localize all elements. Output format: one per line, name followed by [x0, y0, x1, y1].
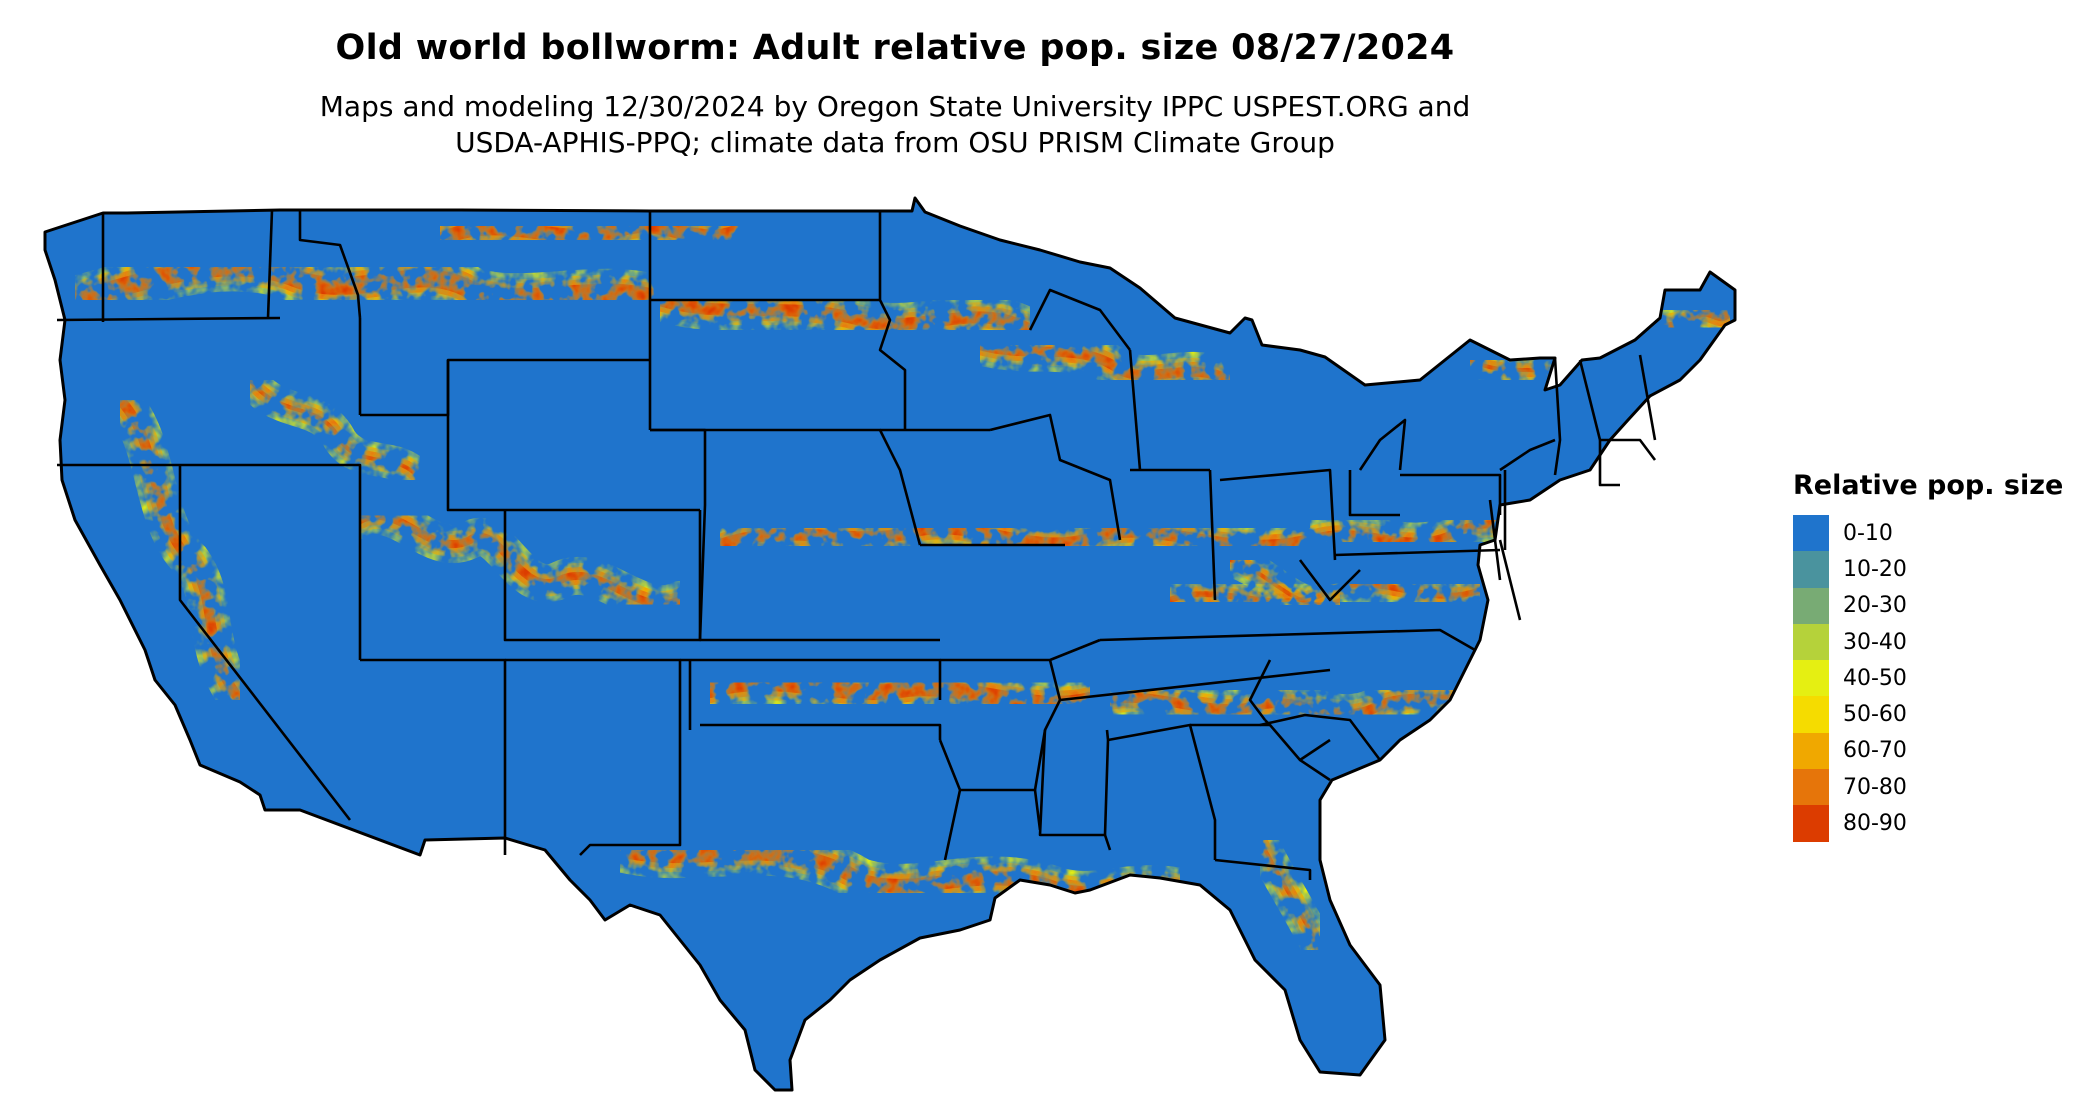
state-border	[56, 316, 281, 322]
legend-item: 40-50	[1793, 660, 2063, 697]
state-border	[1498, 539, 1522, 621]
legend-swatch	[1793, 769, 1829, 806]
state-border	[1099, 628, 1476, 652]
legend-item: 20-30	[1793, 587, 2063, 624]
us-land	[45, 198, 1735, 1090]
state-border	[1248, 659, 1272, 721]
state-border	[1600, 438, 1657, 461]
population-band	[1167, 581, 1483, 605]
state-border	[505, 658, 682, 856]
state-border	[698, 504, 940, 642]
state-border	[1048, 659, 1062, 701]
state-border	[700, 723, 942, 740]
state-border	[1259, 713, 1382, 761]
legend-swatch	[1793, 805, 1829, 842]
legend-item: 10-20	[1793, 551, 2063, 588]
legend-label: 0-10	[1843, 520, 1893, 546]
population-band	[433, 219, 747, 247]
population-band	[115, 395, 245, 705]
state-border	[503, 510, 702, 642]
legend-swatch	[1793, 660, 1829, 697]
legend-label: 80-90	[1843, 811, 1907, 837]
map-subtitle-line1: Maps and modeling 12/30/2024 by Oregon S…	[319, 90, 1471, 123]
legend-item: 80-90	[1793, 805, 2063, 842]
legend-item: 70-80	[1793, 769, 2063, 806]
legend-label: 20-30	[1843, 593, 1907, 619]
legend-swatch	[1793, 732, 1829, 770]
us-outline	[43, 196, 1737, 1092]
state-border	[1214, 858, 1312, 880]
legend-items: 0-10 10-20 20-30 30-40 40-50 50-60 60-70 70-80 8…	[1793, 515, 2063, 842]
state-border	[1334, 548, 1501, 557]
population-band	[66, 258, 669, 309]
legend-label: 40-50	[1843, 665, 1907, 691]
state-border	[180, 463, 362, 660]
state-border	[1219, 468, 1337, 561]
legend-label: 50-60	[1843, 702, 1907, 728]
map-title: Old world bollworm: Adult relative pop. …	[335, 28, 1455, 68]
state-border	[1298, 559, 1361, 602]
legend-swatch	[1793, 551, 1829, 588]
population-band	[248, 378, 422, 482]
state-border	[446, 360, 700, 512]
population-band	[1258, 838, 1322, 952]
state-border	[1059, 668, 1331, 702]
legend-swatch	[1793, 696, 1829, 733]
state-border	[266, 209, 274, 319]
legend-swatch	[1793, 515, 1829, 552]
state-border	[1028, 288, 1132, 351]
state-border	[1578, 359, 1602, 441]
state-border	[1128, 349, 1142, 471]
population-band	[654, 294, 1036, 336]
legend-label: 60-70	[1843, 738, 1907, 764]
state-border	[298, 210, 362, 319]
legend: Relative pop. size 0-10 10-20 20-30 30-40 40…	[1793, 470, 2063, 842]
state-border	[650, 428, 922, 546]
state-border	[178, 465, 352, 821]
population-band	[714, 522, 1316, 552]
legend-item: 30-40	[1793, 623, 2063, 661]
legend-label: 70-80	[1843, 774, 1907, 800]
legend-swatch	[1793, 587, 1829, 624]
population-band	[356, 511, 684, 609]
state-border	[878, 211, 907, 430]
legend-swatch	[1793, 623, 1829, 661]
legend-item: 60-70	[1793, 732, 2063, 770]
state-border	[1038, 729, 1112, 851]
legend-item: 0-10	[1793, 515, 2063, 552]
population-bands	[51, 204, 1735, 967]
population-band	[975, 340, 1235, 385]
population-band	[1228, 558, 1342, 607]
legend-label: 30-40	[1843, 629, 1907, 655]
state-border	[1208, 469, 1217, 601]
legend-title: Relative pop. size	[1793, 470, 2064, 501]
population-band	[1105, 685, 1485, 720]
state-border	[1358, 418, 1407, 471]
state-border	[1400, 473, 1502, 515]
map-subtitle-line2: USDA-APHIS-PPQ; climate data from OSU PR…	[455, 126, 1335, 159]
state-border	[1348, 470, 1400, 517]
legend-item: 50-60	[1793, 696, 2063, 733]
population-band	[702, 674, 1098, 712]
state-border	[1499, 438, 1556, 472]
state-border	[989, 413, 1122, 541]
state-border	[1107, 723, 1217, 860]
state-border	[1299, 738, 1331, 762]
legend-label: 10-20	[1843, 556, 1907, 582]
